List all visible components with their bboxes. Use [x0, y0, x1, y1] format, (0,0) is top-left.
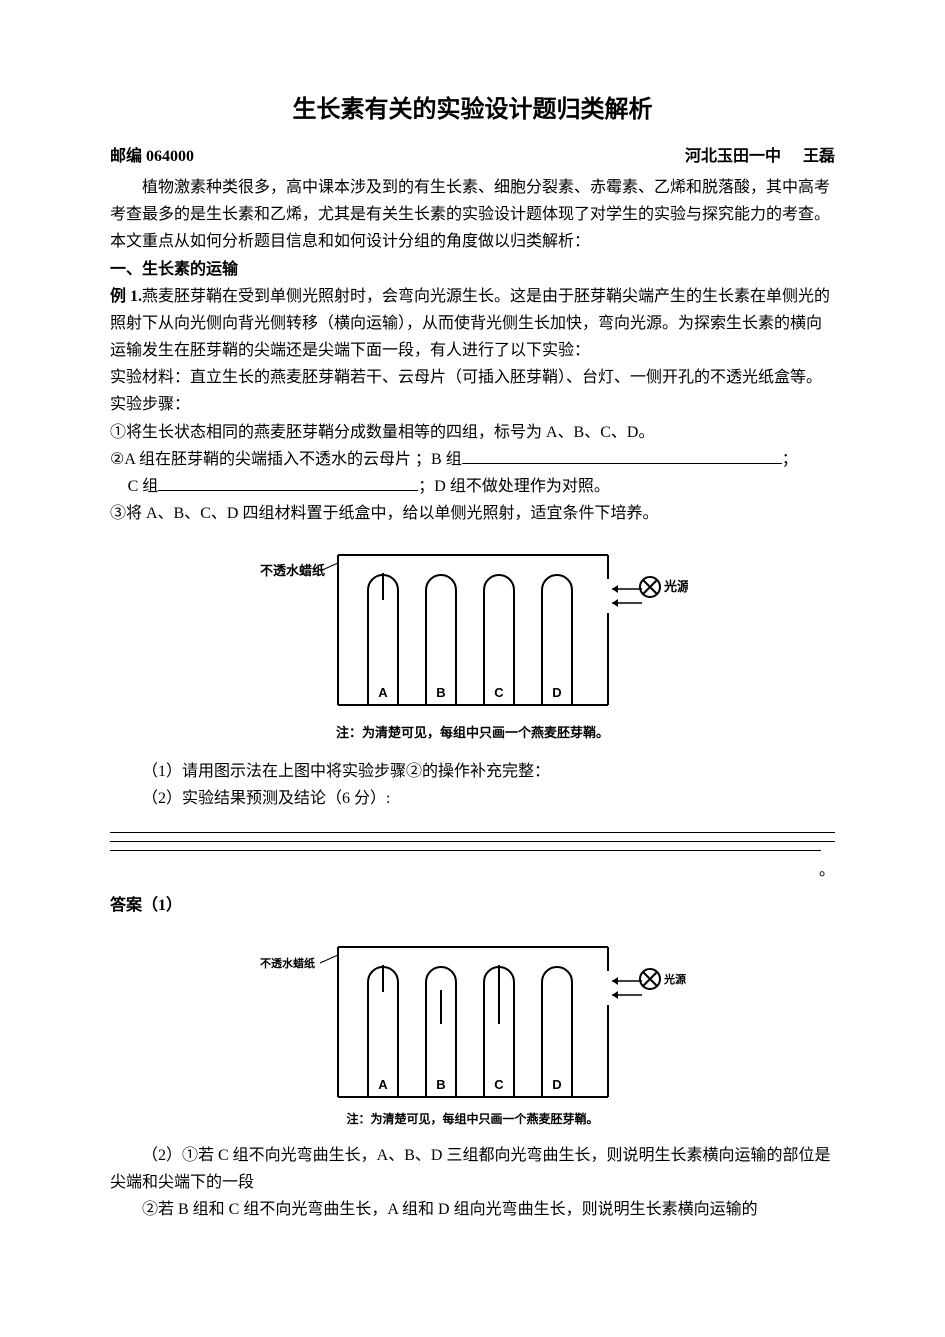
answer-diagram-caption: 注：为清楚可见，每组中只画一个燕麦胚芽鞘。 — [258, 1109, 688, 1129]
author-name: 王磊 — [803, 148, 835, 165]
example-label: 例 1. — [110, 288, 142, 305]
school-name: 河北玉田一中 — [685, 148, 781, 165]
diagram-caption: 注：为清楚可见，每组中只画一个燕麦胚芽鞘。 — [258, 722, 688, 744]
svg-text:D: D — [552, 1077, 561, 1092]
svg-text:D: D — [552, 685, 561, 700]
answer-2b: ②若 B 组和 C 组不向光弯曲生长，A 组和 D 组向光弯曲生长，则说明生长素… — [110, 1196, 835, 1223]
blank-b-group[interactable] — [462, 447, 782, 464]
materials-text: 直立生长的燕麦胚芽鞘若干、云母片（可插入胚芽鞘）、台灯、一侧开孔的不透光纸盒等。 — [190, 369, 822, 386]
example-1: 例 1.燕麦胚芽鞘在受到单侧光照射时，会弯向光源生长。这是由于胚芽鞘尖端产生的生… — [110, 283, 835, 365]
svg-text:B: B — [436, 1077, 445, 1092]
steps-label: 实验步骤： — [110, 391, 835, 418]
step2c-pre: C 组 — [128, 478, 159, 495]
question-1: （1）请用图示法在上图中将实验步骤②的操作补充完整： — [110, 758, 835, 785]
svg-text:A: A — [378, 1077, 388, 1092]
example-stem: 燕麦胚芽鞘在受到单侧光照射时，会弯向光源生长。这是由于胚芽鞘尖端产生的生长素在单… — [110, 288, 830, 359]
svg-text:不透水蜡纸: 不透水蜡纸 — [260, 956, 315, 970]
answer-label: 答案（1） — [110, 892, 835, 919]
svg-text:A: A — [378, 685, 388, 700]
step-3: ③将 A、B、C、D 四组材料置于纸盒中，给以单侧光照射，适宜条件下培养。 — [110, 500, 835, 527]
byline: 邮编 064000 河北玉田一中 王磊 — [110, 143, 835, 170]
svg-text:不透水蜡纸: 不透水蜡纸 — [260, 563, 325, 578]
postal-code: 邮编 064000 — [110, 143, 194, 170]
svg-text:B: B — [436, 685, 445, 700]
step-1: ①将生长状态相同的燕麦胚芽鞘分成数量相等的四组，标号为 A、B、C、D。 — [110, 419, 835, 446]
answer-blank-lines[interactable] — [110, 832, 835, 851]
svg-text:C: C — [494, 1077, 504, 1092]
svg-text:C: C — [494, 685, 504, 700]
trailing-period: 。 — [110, 857, 835, 884]
intro-paragraph: 植物激素种类很多，高中课本涉及到的有生长素、细胞分裂素、赤霉素、乙烯和脱落酸，其… — [110, 174, 835, 256]
step-2-line2: C 组 ；D 组不做处理作为对照。 — [110, 473, 835, 500]
materials-line: 实验材料：直立生长的燕麦胚芽鞘若干、云母片（可插入胚芽鞘）、台灯、一侧开孔的不透… — [110, 364, 835, 391]
page-title: 生长素有关的实验设计题归类解析 — [110, 90, 835, 131]
section-heading-1: 一、生长素的运输 — [110, 256, 835, 283]
answer-2a: （2）①若 C 组不向光弯曲生长，A、B、D 三组都向光弯曲生长，则说明生长素横… — [110, 1142, 835, 1196]
question-diagram: 不透水蜡纸 A B C D 光源 注：为清楚可见，每组中只画一个燕麦胚芽鞘。 — [258, 545, 688, 744]
step-2-line1: ②A 组在胚芽鞘的尖端插入不透水的云母片 ；B 组 ； — [110, 446, 835, 473]
answer-diagram: 不透水蜡纸 A B C D 光源 注：为清楚可见，每组中只画一个燕麦胚芽鞘。 — [258, 937, 688, 1129]
step2-suffix: ； — [782, 451, 798, 468]
svg-text:光源: 光源 — [663, 579, 688, 594]
step2c-mid: ；D 组不做处理作为对照。 — [418, 478, 610, 495]
svg-text:光源: 光源 — [663, 972, 686, 986]
question-2: （2）实验结果预测及结论（6 分）: — [110, 785, 835, 812]
materials-label: 实验材料： — [110, 369, 190, 386]
blank-c-group[interactable] — [158, 474, 418, 491]
step2-pre: ②A 组在胚芽鞘的尖端插入不透水的云母片 ；B 组 — [110, 451, 462, 468]
